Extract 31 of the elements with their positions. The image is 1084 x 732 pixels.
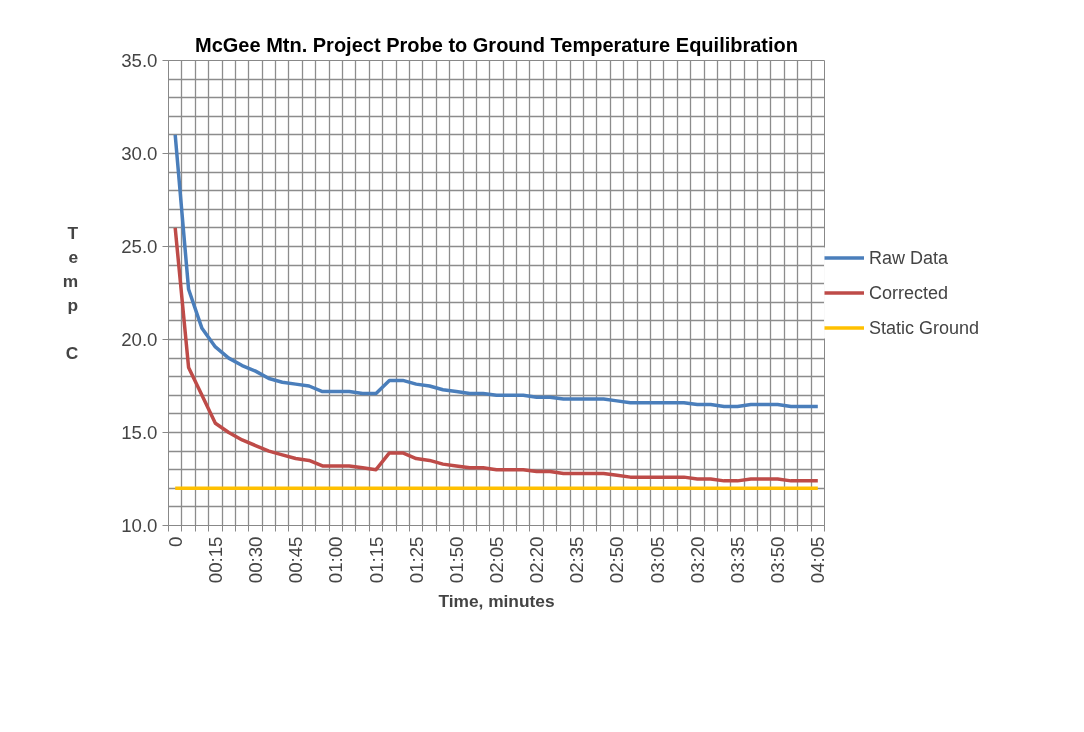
x-tick-label: 01:25 xyxy=(405,536,427,584)
x-tick-label: 03:35 xyxy=(726,536,748,584)
y-tick-label: 10.0 xyxy=(121,515,158,536)
text: Temp C xyxy=(62,223,79,363)
line-series xyxy=(173,133,820,409)
chart-title: McGee Mtn. Project Probe to Ground Temperature Equilibration xyxy=(194,33,799,56)
legend-label: Static Ground xyxy=(869,317,980,338)
legend-label: Corrected xyxy=(869,282,949,303)
y-tick-label: 35.0 xyxy=(121,50,158,71)
x-tick-label: 01:00 xyxy=(325,536,347,584)
x-axis-title: Time, minutes xyxy=(438,591,555,612)
x-tick-label: 00:15 xyxy=(204,536,226,584)
legend-label: Raw Data xyxy=(869,247,949,268)
x-tick-label: 04:05 xyxy=(807,536,829,584)
y-tick-label: 25.0 xyxy=(121,236,158,257)
x-tick-label: 01:15 xyxy=(365,536,387,584)
y-tick-label: 20.0 xyxy=(121,329,158,350)
x-tick-label: 03:50 xyxy=(767,536,789,584)
x-tick-label: 00:45 xyxy=(285,536,307,584)
x-tick-label: 02:20 xyxy=(526,536,548,584)
x-tick-label: 03:05 xyxy=(646,536,668,584)
x-tick-label: 02:05 xyxy=(486,536,507,584)
y-tick-label: 30.0 xyxy=(121,143,158,164)
x-tick-label: 00:30 xyxy=(245,536,267,584)
x-tick-label: 0 xyxy=(164,536,186,547)
x-tick-label: 02:50 xyxy=(606,536,628,584)
x-tick-label: 03:20 xyxy=(686,536,708,584)
x-tick-label: 02:35 xyxy=(566,536,588,584)
x-tick-label: 01:50 xyxy=(445,536,467,584)
line-series xyxy=(173,226,820,483)
y-tick-label: 15.0 xyxy=(121,422,158,443)
